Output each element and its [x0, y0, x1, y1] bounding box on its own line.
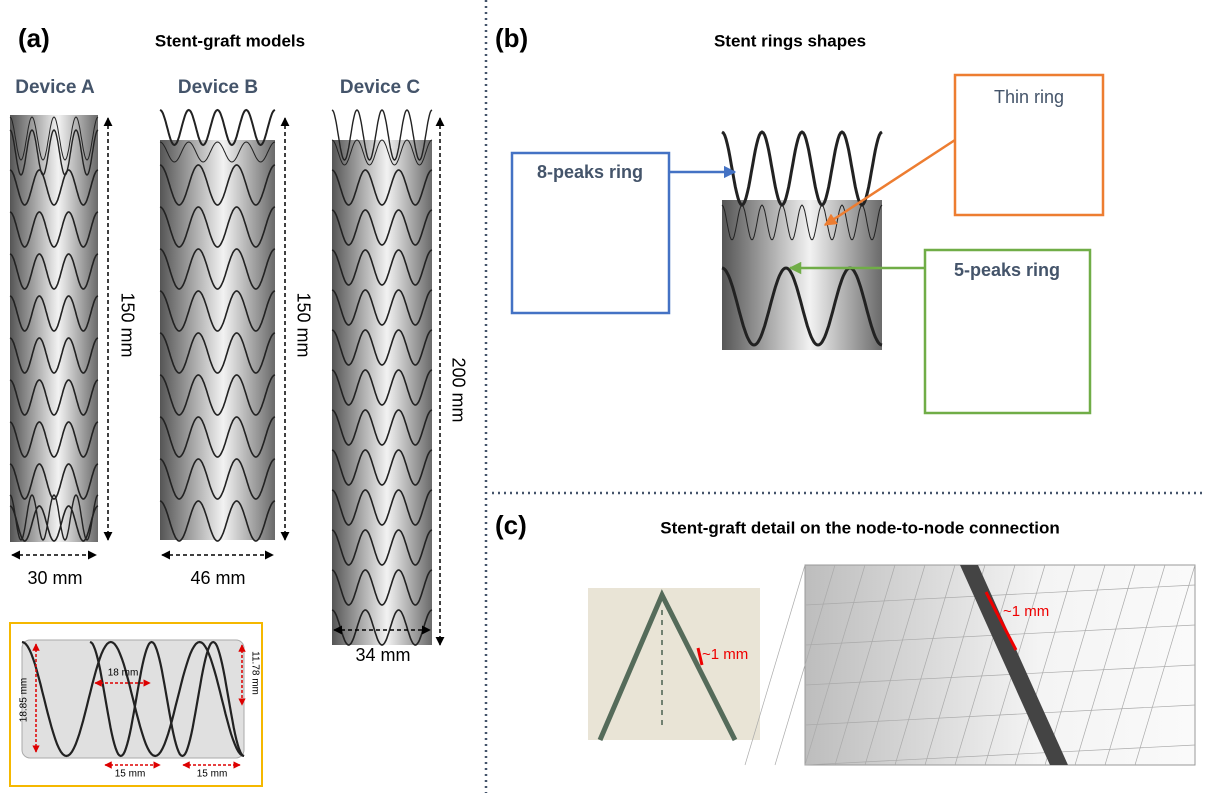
device-name: Device B [178, 77, 258, 98]
device-name: Device A [15, 77, 95, 98]
callout-label: 8-peaks ring [537, 162, 643, 182]
inset-label: 18 mm [108, 668, 139, 679]
stent-ring [722, 132, 882, 205]
graft [10, 115, 98, 542]
inset-label: 11.78 mm [249, 651, 260, 695]
graft [160, 140, 275, 540]
scale-label: ~1 mm [1003, 603, 1049, 620]
diameter-label: 34 mm [355, 645, 410, 665]
callout-arrow [825, 140, 955, 225]
device-name: Device C [340, 77, 421, 98]
photo [588, 588, 760, 740]
panel-title: Stent-graft detail on the node-to-node c… [660, 518, 1059, 537]
panel-label: (c) [495, 510, 527, 540]
panel-title: Stent rings shapes [714, 31, 866, 50]
figure: (a) Stent-graft models Device A Device B… [0, 0, 1205, 793]
inset-label: 18.85 mm [19, 678, 30, 722]
length-label: 150 mm [117, 292, 137, 357]
length-label: 200 mm [448, 357, 468, 422]
callout-label: Thin ring [994, 87, 1064, 107]
inset-label: 15 mm [197, 769, 228, 780]
callout-label: 5-peaks ring [954, 260, 1060, 280]
scale-label: ~1 mm [702, 646, 748, 663]
panel-label: (a) [18, 23, 50, 53]
panel-c-images [588, 565, 1195, 765]
stent-ring [160, 110, 275, 145]
graft [332, 140, 432, 645]
panel-title: Stent-graft models [155, 31, 305, 50]
length-label: 150 mm [293, 292, 313, 357]
diameter-label: 30 mm [27, 568, 82, 588]
panel-label: (b) [495, 23, 528, 53]
inset-label: 15 mm [115, 769, 146, 780]
graft [722, 200, 882, 350]
diameter-label: 46 mm [190, 568, 245, 588]
